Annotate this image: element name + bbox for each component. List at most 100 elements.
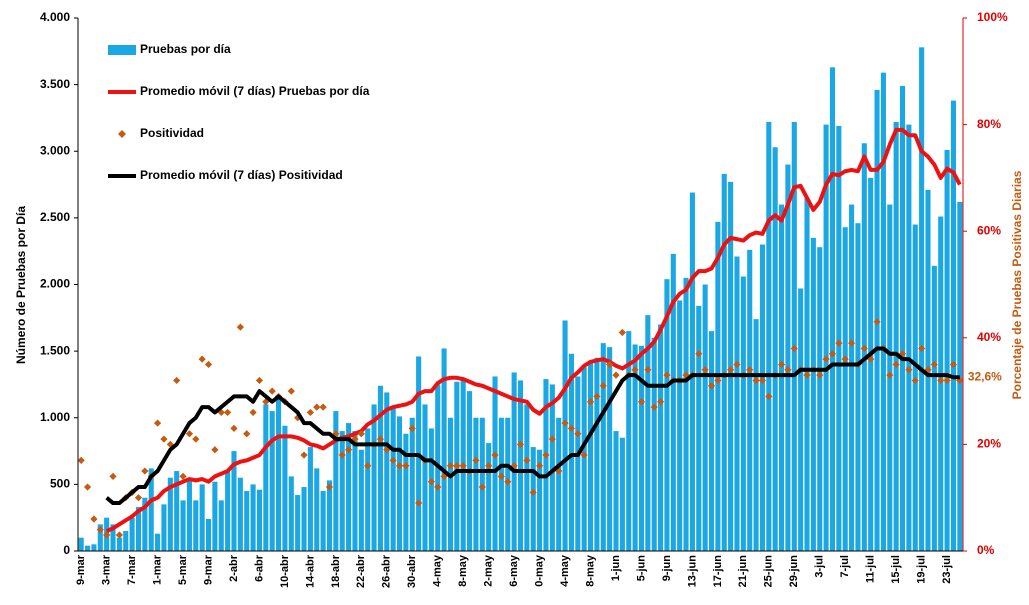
- bar: [645, 315, 651, 551]
- bar: [683, 277, 689, 551]
- legend-swatch: [108, 45, 136, 55]
- bar: [269, 411, 275, 551]
- point: [695, 350, 703, 358]
- bar: [543, 379, 549, 551]
- y2-axis-title: Porcentaje de Pruebas Positivas Diarias: [1010, 170, 1024, 399]
- point: [115, 531, 123, 539]
- point: [453, 462, 461, 470]
- bar: [333, 411, 339, 551]
- x-tick-label: 8-may: [457, 554, 469, 587]
- x-tick-label: 11-jul: [865, 555, 877, 583]
- bar: [740, 276, 746, 551]
- bar: [307, 447, 313, 551]
- point: [937, 376, 945, 385]
- bar: [326, 480, 333, 551]
- point: [338, 451, 346, 459]
- bar: [282, 425, 288, 551]
- point: [618, 328, 626, 337]
- bar: [390, 407, 396, 551]
- point: [485, 462, 493, 470]
- point: [816, 371, 824, 379]
- point: [236, 323, 244, 331]
- bar: [562, 320, 568, 551]
- bar: [320, 491, 326, 551]
- point: [491, 451, 499, 459]
- point: [262, 398, 270, 406]
- y-tick-label: 1.000: [40, 410, 70, 424]
- point: [472, 456, 480, 464]
- bar: [148, 468, 154, 551]
- y-tick-label: 0: [63, 543, 70, 557]
- legend-label: Promedio móvil (7 días) Positividad: [140, 168, 343, 182]
- point: [727, 366, 735, 374]
- x-tick-label: 8-may: [584, 554, 596, 587]
- point: [173, 376, 181, 385]
- point: [574, 430, 582, 438]
- point: [828, 350, 837, 358]
- point: [332, 430, 340, 438]
- y2-tick-label: 0%: [977, 543, 995, 557]
- point: [746, 366, 754, 374]
- x-tick-label: 2-abr: [228, 554, 240, 582]
- point: [650, 403, 658, 411]
- point: [765, 392, 773, 401]
- point: [682, 371, 690, 379]
- bar: [142, 497, 148, 551]
- bar: [594, 357, 600, 551]
- point: [542, 451, 550, 459]
- point: [886, 371, 894, 379]
- bar: [791, 121, 797, 551]
- bar: [498, 417, 504, 551]
- point: [83, 483, 92, 491]
- point: [395, 462, 404, 470]
- bar: [607, 347, 613, 551]
- bar: [396, 416, 403, 551]
- point: [287, 387, 295, 395]
- point: [446, 462, 455, 470]
- point: [376, 435, 385, 443]
- point: [357, 430, 365, 438]
- bar: [626, 331, 632, 551]
- bar: [403, 433, 409, 551]
- point: [415, 499, 423, 507]
- point: [567, 424, 576, 433]
- data-label: 32,6%: [968, 369, 1002, 383]
- bar: [116, 537, 122, 551]
- bar: [677, 300, 683, 551]
- x-tick-label: 26-abr: [381, 554, 393, 588]
- point: [758, 376, 767, 385]
- bar: [517, 380, 524, 551]
- x-tick-label: 22-abr: [355, 554, 367, 588]
- point: [835, 339, 843, 347]
- x-tick-label: 7-mar: [126, 554, 138, 585]
- point: [90, 515, 98, 523]
- bar: [537, 449, 543, 551]
- bar: [524, 404, 530, 551]
- point: [707, 382, 716, 390]
- bar: [161, 504, 167, 551]
- point: [784, 366, 792, 374]
- bar: [85, 545, 91, 551]
- point: [96, 526, 104, 534]
- bar: [747, 249, 753, 552]
- x-tick-label: 1-mar: [151, 554, 163, 585]
- bar: [568, 353, 574, 551]
- point: [198, 355, 206, 363]
- point: [319, 403, 327, 411]
- point: [204, 360, 213, 369]
- point: [243, 430, 251, 438]
- point: [160, 435, 168, 443]
- point: [593, 392, 601, 401]
- point: [109, 472, 117, 480]
- bar: [530, 447, 536, 551]
- bar: [244, 491, 250, 551]
- x-tick-label: 5-jun: [635, 555, 647, 582]
- point: [860, 344, 868, 353]
- x-tick-label: 4-may: [432, 554, 444, 587]
- bar: [218, 500, 224, 551]
- x-tick-label: 13-jun: [686, 555, 698, 588]
- x-tick-label: 1-jun: [610, 555, 622, 582]
- point: [230, 424, 238, 433]
- bar: [638, 345, 645, 551]
- point: [516, 440, 525, 448]
